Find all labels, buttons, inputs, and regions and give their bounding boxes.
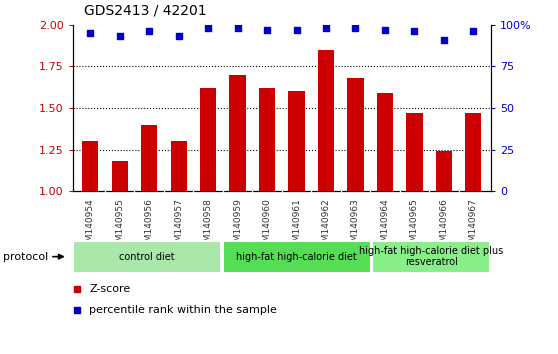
Point xyxy=(315,7,324,12)
Point xyxy=(263,27,272,33)
Text: GSM140958: GSM140958 xyxy=(204,198,213,253)
Bar xyxy=(372,241,490,273)
Point xyxy=(292,27,301,33)
Text: GSM140957: GSM140957 xyxy=(174,198,183,253)
Text: GSM140966: GSM140966 xyxy=(439,198,449,253)
Bar xyxy=(436,151,452,191)
Text: GSM140955: GSM140955 xyxy=(115,198,124,253)
Point xyxy=(351,25,360,31)
Bar xyxy=(377,93,393,191)
Point xyxy=(381,27,389,33)
Bar xyxy=(141,125,157,191)
Point xyxy=(204,25,213,31)
Text: GSM140959: GSM140959 xyxy=(233,198,242,253)
Text: Z-score: Z-score xyxy=(89,284,131,293)
Point xyxy=(86,30,95,36)
Point xyxy=(410,29,419,34)
Point xyxy=(116,34,124,39)
Text: GSM140967: GSM140967 xyxy=(469,198,478,253)
Text: protocol: protocol xyxy=(3,252,48,262)
Bar xyxy=(112,161,128,191)
Point xyxy=(145,29,153,34)
Bar xyxy=(229,75,246,191)
Text: GSM140965: GSM140965 xyxy=(410,198,419,253)
Bar xyxy=(318,50,334,191)
Text: GDS2413 / 42201: GDS2413 / 42201 xyxy=(84,4,206,18)
Text: high-fat high-calorie diet plus
resveratrol: high-fat high-calorie diet plus resverat… xyxy=(359,246,503,268)
Bar xyxy=(223,241,371,273)
Text: GSM140963: GSM140963 xyxy=(351,198,360,253)
Text: GSM140961: GSM140961 xyxy=(292,198,301,253)
Text: GSM140956: GSM140956 xyxy=(145,198,153,253)
Point xyxy=(321,25,330,31)
Bar xyxy=(259,88,275,191)
Point xyxy=(439,37,448,42)
Text: GSM140962: GSM140962 xyxy=(321,198,330,253)
Text: GSM140960: GSM140960 xyxy=(263,198,272,253)
Point xyxy=(233,25,242,31)
Text: control diet: control diet xyxy=(119,252,175,262)
Bar xyxy=(348,78,364,191)
Bar xyxy=(171,141,187,191)
Bar xyxy=(74,241,221,273)
Bar xyxy=(288,91,305,191)
Bar xyxy=(200,88,216,191)
Point xyxy=(174,34,183,39)
Text: GSM140964: GSM140964 xyxy=(381,198,389,253)
Text: GSM140954: GSM140954 xyxy=(86,198,95,253)
Bar xyxy=(465,113,482,191)
Point xyxy=(315,200,324,205)
Point xyxy=(469,29,478,34)
Text: percentile rank within the sample: percentile rank within the sample xyxy=(89,305,277,315)
Bar xyxy=(406,113,422,191)
Bar xyxy=(82,141,98,191)
Text: high-fat high-calorie diet: high-fat high-calorie diet xyxy=(237,252,357,262)
